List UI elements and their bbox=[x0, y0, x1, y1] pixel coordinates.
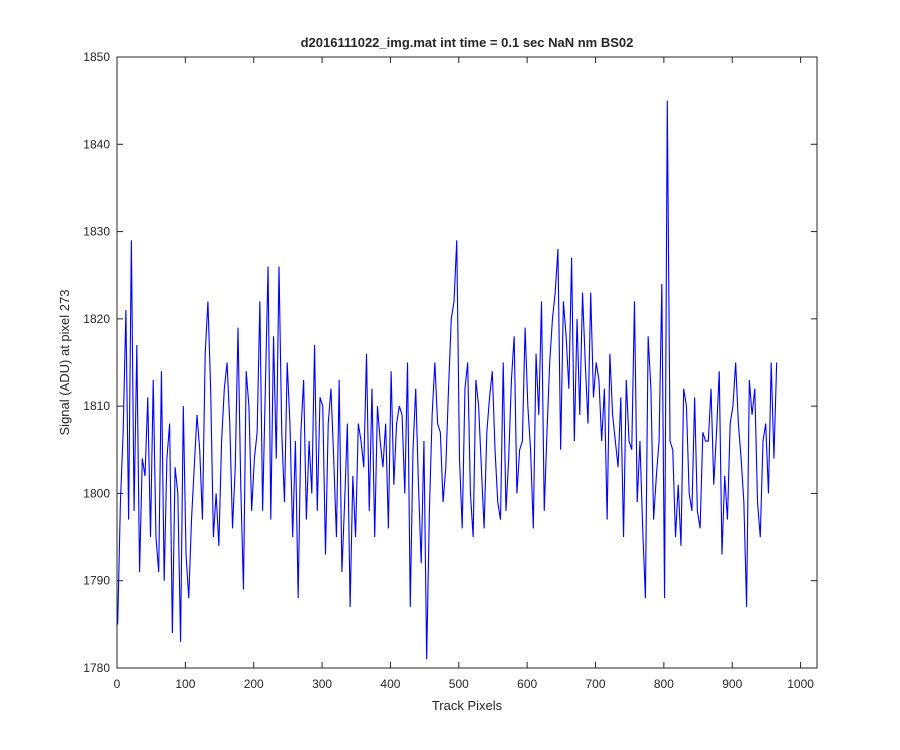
y-tick-label: 1800 bbox=[83, 486, 110, 500]
series-line-0 bbox=[117, 100, 778, 660]
x-tick-label: 300 bbox=[312, 677, 332, 691]
series-layer bbox=[117, 100, 778, 660]
x-axis-label: Track Pixels bbox=[432, 698, 503, 713]
x-tick-label: 800 bbox=[654, 677, 674, 691]
y-tick-label: 1810 bbox=[83, 399, 110, 413]
y-tick-label: 1790 bbox=[83, 574, 110, 588]
tick-labels: 0 100 200 300 400 500 600 700 800 900 1000 1780 1790… bbox=[83, 50, 814, 691]
x-tick-label: 500 bbox=[449, 677, 469, 691]
y-axis-label: Signal (ADU) at pixel 273 bbox=[57, 290, 72, 436]
x-tick-label: 700 bbox=[586, 677, 606, 691]
x-tick-label: 600 bbox=[517, 677, 537, 691]
x-tick-label: 400 bbox=[380, 677, 400, 691]
x-tick-label: 900 bbox=[722, 677, 742, 691]
plot-area bbox=[117, 57, 817, 668]
y-tick-label: 1820 bbox=[83, 312, 110, 326]
x-tick-label: 100 bbox=[175, 677, 195, 691]
x-tick-label: 1000 bbox=[787, 677, 814, 691]
y-tick-label: 1840 bbox=[83, 137, 110, 151]
y-tick-label: 1780 bbox=[83, 661, 110, 675]
y-tick-label: 1830 bbox=[83, 225, 110, 239]
chart-title: d2016111022_img.mat int time = 0.1 sec N… bbox=[301, 35, 634, 50]
x-tick-label: 200 bbox=[244, 677, 264, 691]
axis-ticks bbox=[116, 56, 817, 669]
y-tick-label: 1850 bbox=[83, 50, 110, 64]
axes-box bbox=[116, 56, 818, 669]
x-tick-label: 0 bbox=[114, 677, 121, 691]
